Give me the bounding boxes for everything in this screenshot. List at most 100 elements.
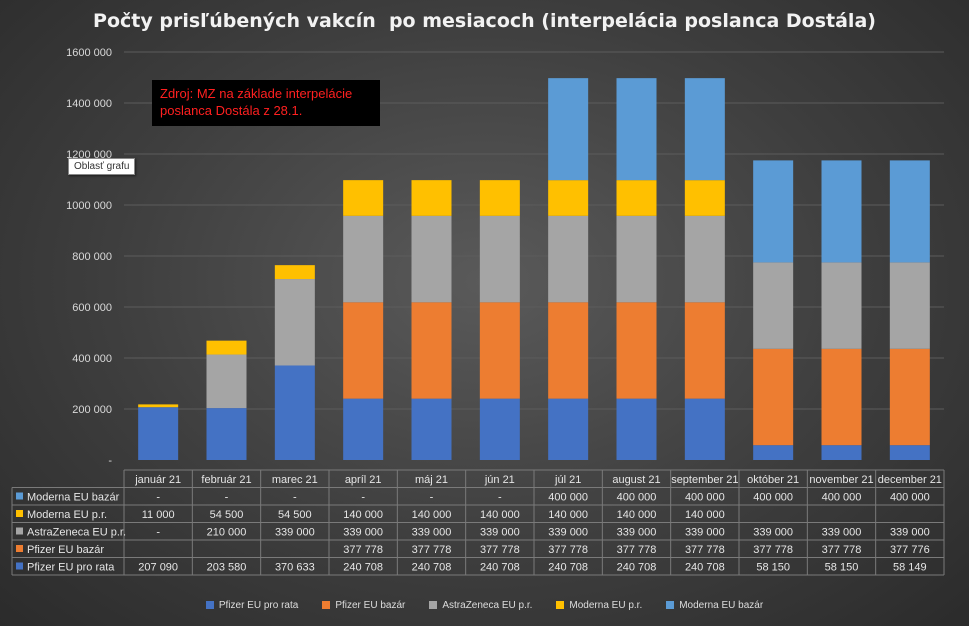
data-label: 210 000 [207,527,247,539]
bar-segment [616,78,657,181]
bar-segment [138,404,179,408]
bar-segment [684,78,725,181]
legend-swatch [666,601,675,610]
y-tick-label: 400 000 [72,353,112,365]
bars [138,78,930,460]
data-label: 54 500 [278,509,312,521]
x-category-label: február 21 [201,474,251,486]
data-label: 339 000 [275,527,315,539]
bar-segment [343,215,384,303]
legend-item: Moderna EU bazár [666,600,763,611]
y-tick-label: 200 000 [72,404,112,416]
chart-title: Počty prisľúbených vakcín po mesiacoch (… [93,10,876,32]
data-label: 339 000 [822,527,862,539]
data-label: - [225,492,229,504]
data-label: 140 000 [412,509,452,521]
table-series-name: Moderna EU p.r. [27,509,107,521]
bar-segment [821,160,862,263]
legend-label: Pfizer EU bazár [335,600,406,611]
data-label: 377 776 [890,544,930,556]
data-label: 377 778 [753,544,793,556]
table-series-swatch [16,527,23,535]
data-label: 339 000 [617,527,657,539]
bar-segment [821,348,862,446]
bar-segment [411,398,452,460]
data-label: 140 000 [617,509,657,521]
data-label: 58 149 [893,562,927,574]
data-label: - [293,492,297,504]
data-label: 240 708 [480,562,520,574]
data-label: 240 708 [548,562,588,574]
bar-segment [548,398,589,460]
data-label: 339 000 [890,527,930,539]
data-label: 400 000 [685,492,725,504]
data-label: 240 708 [685,562,725,574]
legend-label: Pfizer EU pro rata [218,600,299,611]
bar-segment [343,302,384,399]
x-category-label: marec 21 [272,474,318,486]
x-category-label: január 21 [134,474,181,486]
legend-label: Moderna EU bazár [679,600,764,611]
data-label: - [361,492,365,504]
table-series-swatch [16,510,23,517]
data-label: 58 150 [756,562,790,574]
data-label: 11 000 [142,509,175,521]
data-label: 400 000 [890,492,930,504]
table-series-name: Pfizer EU bazár [27,544,104,556]
bar-segment [343,180,384,216]
legend-label: Moderna EU p.r. [569,600,643,611]
legend-item: Moderna EU p.r. [556,600,642,611]
x-category-label: júl 21 [554,474,581,486]
data-label: - [498,492,502,504]
y-tick-label: 800 000 [72,251,112,263]
bar-segment [616,215,657,303]
bar-segment [479,180,520,216]
bar-segment [684,180,725,216]
data-label: 240 708 [343,562,383,574]
x-category-label: november 21 [809,474,873,486]
table-series-swatch [16,562,23,570]
data-label: 377 778 [343,544,383,556]
data-label: 140 000 [343,509,383,521]
x-category-label: jún 21 [484,474,515,486]
gridlines [124,51,944,410]
x-category-label: apríl 21 [345,474,382,486]
y-tick-label: 600 000 [72,302,112,314]
bar-segment [753,160,794,263]
bar-segment [274,265,315,280]
bar-segment [548,215,589,303]
bar-segment [684,215,725,303]
bar-segment [821,445,862,460]
bar-segment [274,279,315,366]
data-label: 140 000 [480,509,520,521]
data-label: - [156,492,160,504]
bar-segment [684,398,725,460]
data-label: 140 000 [548,509,588,521]
bar-segment [889,445,930,460]
bar-segment [479,302,520,399]
bar-segment [479,398,520,460]
data-label: 400 000 [753,492,793,504]
bar-segment [889,160,930,263]
bar-segment [753,262,794,349]
data-label: 339 000 [343,527,383,539]
bar-segment [411,302,452,399]
bar-segment [274,365,315,460]
data-label: 377 778 [685,544,725,556]
bar-segment [616,180,657,216]
data-label: - [156,527,160,539]
data-label: 207 090 [138,562,178,574]
source-note-line2: poslanca Dostála z 28.1. [160,103,303,118]
data-label: 339 000 [548,527,588,539]
y-tick-label: 1000 000 [66,200,112,212]
data-label: 240 708 [412,562,452,574]
data-label: 339 000 [412,527,452,539]
bar-segment [548,180,589,216]
bar-segment [753,348,794,446]
bar-segment [206,408,247,460]
bar-segment [616,398,657,460]
table-series-name: AstraZeneca EU p.r. [27,527,126,539]
data-label: 58 150 [825,562,859,574]
